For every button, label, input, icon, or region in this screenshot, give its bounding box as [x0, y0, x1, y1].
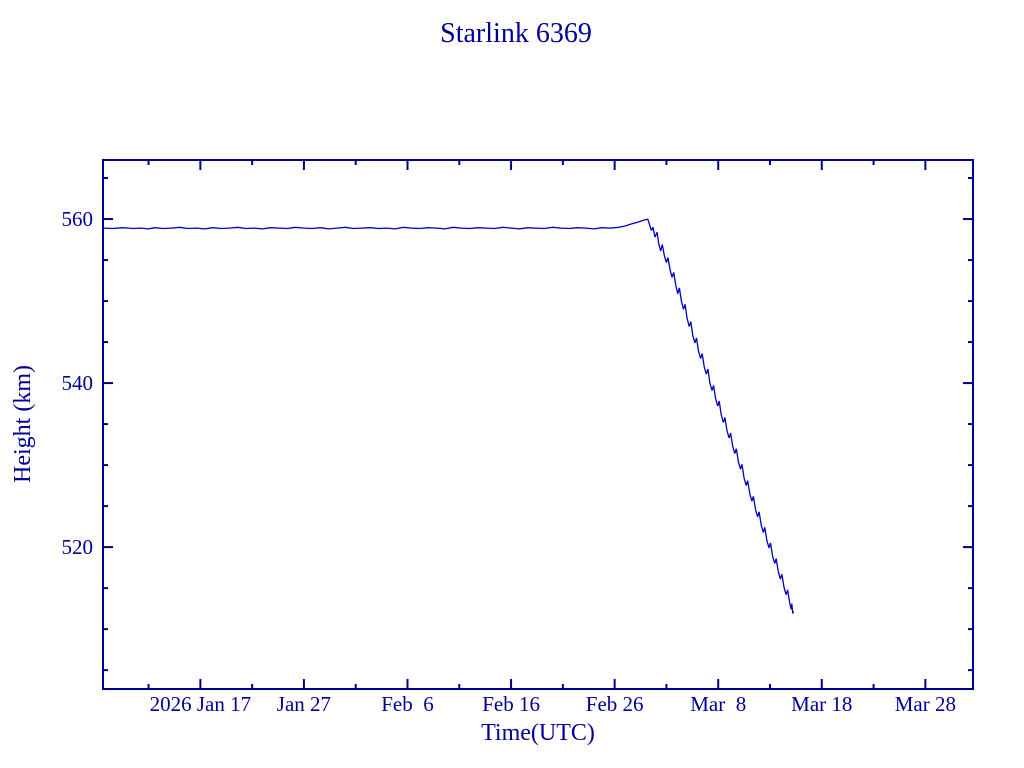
- x-axis-label: Time(UTC): [481, 720, 595, 746]
- x-tick-label: Mar 8: [690, 692, 746, 716]
- y-tick-label: 540: [62, 371, 94, 395]
- x-tick-label: Feb 6: [381, 692, 434, 716]
- height-data-line: [102, 218, 794, 614]
- y-tick-label: 520: [62, 535, 94, 559]
- x-tick-label: Feb 26: [586, 692, 644, 716]
- x-tick-label: 2026 Jan 17: [150, 692, 252, 716]
- x-tick-label: Feb 16: [482, 692, 540, 716]
- plot-frame: [102, 159, 974, 690]
- x-tick-label: Mar 18: [791, 692, 852, 716]
- x-tick-label: Jan 27: [277, 692, 331, 716]
- plot-area: 2026 Jan 17 Jan 27 Feb 6 Feb 16 Feb 26 Mar 8 M…: [62, 159, 974, 716]
- y-tick-label: 560: [62, 207, 94, 231]
- chart-title: Starlink 6369: [440, 18, 592, 49]
- x-tick-label: Mar 28: [895, 692, 956, 716]
- y-axis-label: Height (km): [10, 365, 36, 483]
